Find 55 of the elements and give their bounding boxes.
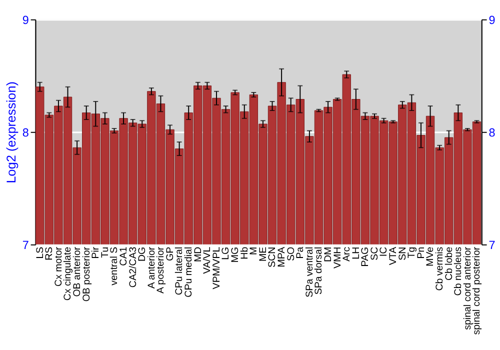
x-tick-label: MD (192, 246, 204, 262)
x-tick-label: CPu medial (184, 246, 195, 298)
x-tick-label: spinal cord posterior (472, 246, 483, 335)
x-tick-label: LS (34, 246, 46, 259)
x-tick-label: GP (164, 246, 176, 261)
x-tick-label: VA/VL (202, 246, 214, 274)
x-tick-label: Pir (90, 246, 102, 259)
x-tick-label: CPu lateral (174, 246, 186, 296)
y2-tick-label: 9 (488, 14, 496, 27)
x-tick-label: MVe (425, 246, 436, 266)
y2-tick-label: 7 (488, 238, 496, 252)
y2-tick-label: 8 (488, 126, 496, 140)
x-tick-label: CA1 (118, 246, 130, 266)
x-tick-label: CA2/CA3 (128, 246, 139, 288)
x-tick-label: DG (137, 246, 148, 262)
x-tick-label: Cb lobe (444, 246, 455, 281)
x-tick-label: Hb (239, 246, 250, 260)
x-tick-label: RS (44, 246, 56, 260)
x-tick-label: LG (220, 246, 232, 260)
x-tick-label: Cx motor (53, 246, 64, 286)
x-tick-label: Cb nucleus (453, 246, 464, 296)
x-tick-label: SPa ventral (304, 246, 316, 298)
y-axis-title: Log2 (expression) (3, 81, 18, 184)
x-tick-label: OB anterior (72, 246, 83, 297)
x-tick-label: OB posterior (81, 246, 92, 302)
x-tick-label: ventral S (109, 246, 120, 286)
x-tick-label: SPa dorsal (314, 246, 325, 295)
x-tick-label: LH (350, 246, 362, 260)
x-tick-label: Arc (342, 246, 353, 262)
x-tick-label: spinal cord anterior (462, 246, 474, 330)
x-tick-label: Pn (416, 246, 427, 259)
x-tick-label: DM (322, 246, 334, 262)
x-tick-label: PAG (360, 246, 372, 267)
x-tick-label: ME (258, 246, 269, 262)
x-tick-label: A posterior (156, 246, 167, 294)
y-tick-label: 8 (22, 126, 30, 140)
x-tick-label: MG (230, 246, 242, 263)
x-tick-label: SCN (267, 246, 278, 268)
x-tick-label: Tu (100, 246, 111, 258)
x-tick-label: A anterior (146, 246, 158, 289)
x-tick-label: Cb vermis (434, 246, 446, 291)
x-tick-label: VTA (388, 246, 400, 266)
x-tick-label: SN (397, 246, 408, 260)
x-tick-label: Cx cingulate (62, 246, 74, 301)
x-tick-label: SO (286, 246, 297, 261)
x-tick-label: Pa (295, 246, 306, 259)
x-tick-label: VMH (332, 246, 344, 269)
y-tick-label: 7 (22, 238, 29, 252)
x-tick-label: Tg (406, 246, 418, 258)
x-tick-label: IC (378, 246, 390, 257)
x-tick-label: SC (369, 246, 380, 260)
x-tick-label: M (248, 246, 260, 255)
x-tick-label: MPA (276, 246, 288, 268)
y-tick-label: 9 (22, 14, 29, 27)
x-tick-label: VPM/VPL (211, 246, 222, 290)
